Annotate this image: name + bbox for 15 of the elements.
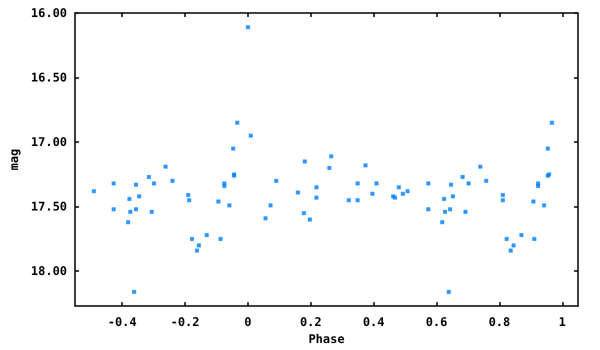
x-axis-title: Phase — [308, 332, 345, 346]
y-tick-label: 16.50 — [30, 70, 68, 85]
x-tick-label: 0.8 — [488, 315, 510, 330]
x-tick-label: 0.6 — [426, 315, 448, 330]
x-tick-label: 0.4 — [362, 315, 385, 330]
x-tick-label: 0.2 — [300, 315, 322, 330]
y-tick-label: 18.00 — [30, 264, 68, 278]
y-tick-label: 17.50 — [30, 200, 68, 214]
y-tick-label: 17.00 — [30, 135, 68, 150]
x-tick-label: 1 — [558, 315, 566, 330]
x-tick-label: 0 — [244, 315, 252, 330]
y-axis-title: mag — [7, 148, 21, 170]
y-tick-label: 16.00 — [30, 6, 68, 20]
x-tick-label: -0.4 — [108, 315, 137, 330]
x-tick-label: -0.2 — [170, 315, 200, 330]
